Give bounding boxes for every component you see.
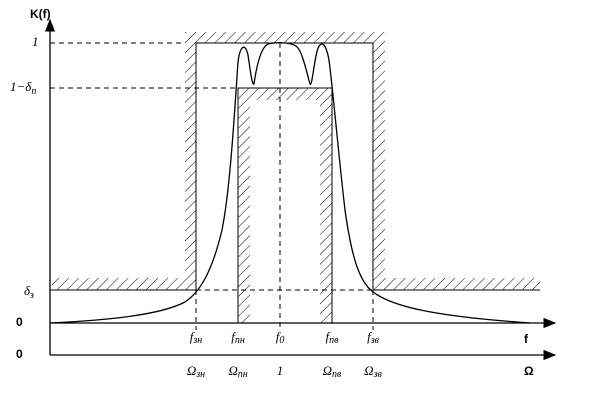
label-main: f [367, 329, 373, 344]
omega-label: Ωпв [323, 363, 342, 380]
omega-label: Ωзн [187, 363, 205, 380]
f-label: fпн [231, 329, 245, 346]
label-sub: з [29, 290, 34, 301]
label-sub: зн [192, 335, 202, 346]
label-main: 1 [277, 363, 284, 378]
y-axis-label: K(f) [30, 7, 51, 21]
response-curve [49, 42, 531, 324]
omega-axis-label: Ω [524, 364, 534, 378]
omega-label: Ωпн [228, 363, 247, 380]
label-sub: п [31, 86, 36, 97]
hatch-regions [52, 32, 540, 323]
label-main: f [326, 329, 332, 344]
f-axis-label: f [524, 332, 529, 346]
label-main: 1−δ [10, 79, 32, 94]
label-sub: пв [329, 335, 339, 346]
label-main: f [276, 329, 282, 344]
origin-f: 0 [16, 315, 23, 329]
label-sub: пн [238, 369, 248, 380]
label-sub: 0 [279, 335, 284, 346]
omega-label: Ωзв [364, 363, 382, 380]
label-sub: зв [373, 369, 383, 380]
omega-label: 1 [277, 363, 284, 378]
label-sub: зн [195, 369, 205, 380]
origin-omega: 0 [16, 347, 23, 361]
label-sub: зв [370, 335, 380, 346]
f-label: fзв [367, 329, 380, 346]
label-main: Ω [323, 363, 332, 378]
label-main: Ω [364, 363, 373, 378]
label-main: f [190, 329, 196, 344]
label-sub: пв [332, 369, 342, 380]
label-main: Ω [187, 363, 196, 378]
f-label: fзн [190, 329, 203, 346]
label-sub: пн [235, 335, 245, 346]
label-main: f [231, 329, 237, 344]
level-pass-min: 1−δп [10, 79, 36, 97]
level-1: 1 [32, 34, 39, 49]
f-label: f0 [276, 329, 285, 346]
f-label: fпв [326, 329, 340, 346]
level-stop: δз [24, 283, 34, 301]
label-main: δ [24, 283, 31, 298]
label-main: Ω [228, 363, 237, 378]
dashed-guides [50, 42, 374, 330]
